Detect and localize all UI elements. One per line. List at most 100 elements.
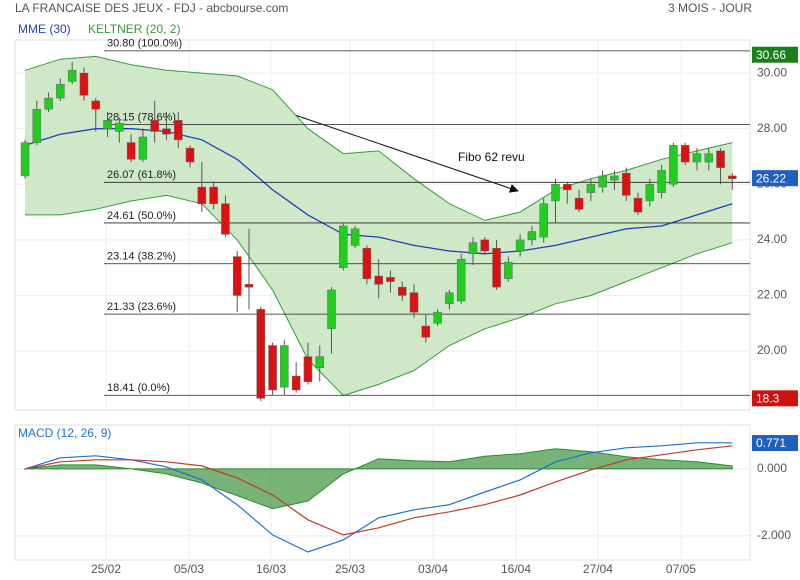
- panel-frame: [14, 39, 751, 411]
- y-tick-label: 30.00: [757, 65, 787, 79]
- candle-body: [728, 175, 737, 179]
- macd-line: [24, 445, 733, 536]
- candle-body: [185, 147, 195, 163]
- candle-body: [621, 172, 631, 196]
- macd-line: [24, 442, 733, 553]
- candle-body: [610, 175, 619, 181]
- candle-body: [539, 203, 548, 238]
- candle-body: [433, 311, 442, 324]
- price-badge-label: 30.66: [756, 48, 786, 62]
- legend-label: MME (30): [18, 22, 71, 36]
- candle-body: [563, 184, 572, 191]
- candle-body: [633, 197, 643, 213]
- candle-body: [291, 375, 301, 391]
- candle-body: [350, 228, 360, 246]
- price-badge: [752, 390, 798, 407]
- candle-body: [32, 108, 42, 143]
- y-tick-label: 0.000: [757, 461, 787, 475]
- panel-frame: [14, 424, 751, 561]
- price-badge: [752, 435, 798, 452]
- legend-label: KELTNER (20, 2): [88, 22, 180, 36]
- candle-body: [268, 345, 277, 391]
- x-tick-label: 25/03: [335, 562, 365, 576]
- candle-body: [515, 239, 525, 252]
- candle-body: [339, 225, 348, 268]
- candle-body: [374, 275, 383, 285]
- candle-body: [244, 284, 254, 288]
- fib-label: 18.41 (0.0%): [107, 382, 170, 394]
- candle-body: [504, 261, 513, 280]
- histogram-area: [23, 448, 733, 510]
- price-badge: [752, 170, 798, 187]
- candle-body: [138, 136, 148, 160]
- candle-body: [445, 292, 454, 305]
- y-tick-label: -2.000: [757, 528, 791, 542]
- candle-body: [209, 186, 218, 204]
- candle-body: [280, 345, 289, 388]
- y-tick-label: 28.00: [757, 121, 787, 135]
- candle-body: [704, 153, 713, 163]
- candle-body: [692, 153, 702, 163]
- candle-body: [327, 289, 336, 330]
- candle-body: [598, 175, 607, 188]
- candle-body: [174, 120, 183, 141]
- candle-body: [197, 186, 207, 204]
- chart-title: LA FRANCAISE DES JEUX - FDJ - abcbourse.…: [15, 1, 288, 15]
- candle-body: [586, 184, 596, 193]
- candle-body: [397, 286, 407, 296]
- candle-body: [456, 259, 466, 302]
- x-tick-label: 16/03: [256, 562, 286, 576]
- candle-body: [232, 256, 242, 296]
- candle-body: [527, 231, 537, 241]
- candle-body: [680, 145, 690, 163]
- candle-body: [56, 83, 65, 99]
- candle-body: [551, 184, 560, 202]
- candle-body: [669, 145, 678, 185]
- x-tick-label: 16/04: [501, 562, 531, 576]
- legend-label: MACD (12, 26, 9): [18, 426, 111, 440]
- chart-subtitle: 3 MOIS - JOUR: [668, 1, 752, 15]
- price-badge-label: 18.3: [756, 391, 780, 405]
- x-tick-label: 07/05: [666, 562, 696, 576]
- candle-body: [315, 356, 324, 368]
- fib-label: 30.80 (100.0%): [107, 38, 182, 50]
- candle-body: [386, 277, 395, 282]
- y-tick-label: 20.00: [757, 343, 787, 357]
- fib-label: 28.15 (78.6%): [107, 111, 176, 123]
- annotation-arrow: [294, 114, 519, 193]
- candle-body: [91, 100, 100, 110]
- candle-body: [574, 197, 584, 210]
- price-badge: [752, 46, 798, 63]
- candle-body: [44, 97, 53, 110]
- candle-body: [115, 122, 124, 132]
- fib-label: 24.61 (50.0%): [107, 210, 176, 222]
- candle-body: [150, 120, 159, 132]
- candle-body: [126, 142, 136, 160]
- candle-body: [67, 70, 77, 82]
- candle-body: [409, 292, 419, 313]
- x-tick-label: 03/04: [418, 562, 448, 576]
- x-tick-label: 27/04: [583, 562, 613, 576]
- x-tick-label: 25/02: [91, 562, 121, 576]
- candle-body: [103, 120, 112, 129]
- y-tick-label: 22.00: [757, 288, 787, 302]
- candle-body: [162, 128, 171, 135]
- candle-body: [716, 150, 725, 168]
- candle-body: [221, 203, 230, 235]
- annotation: Fibo 62 revu: [458, 150, 525, 164]
- candle-body: [20, 142, 30, 177]
- fib-label: 21.33 (23.6%): [107, 301, 176, 313]
- keltner-lower: [25, 194, 733, 397]
- y-tick-label: 24.00: [757, 232, 787, 246]
- candle-body: [256, 309, 266, 399]
- candle-body: [421, 325, 431, 338]
- candle-body: [657, 170, 666, 193]
- candle-body: [480, 239, 490, 252]
- candle-body: [362, 247, 372, 280]
- price-badge-label: 26.22: [756, 171, 786, 185]
- candle-body: [645, 184, 655, 202]
- fib-label: 23.14 (38.2%): [107, 251, 176, 263]
- candle-body: [79, 72, 89, 96]
- x-tick-label: 05/03: [174, 562, 204, 576]
